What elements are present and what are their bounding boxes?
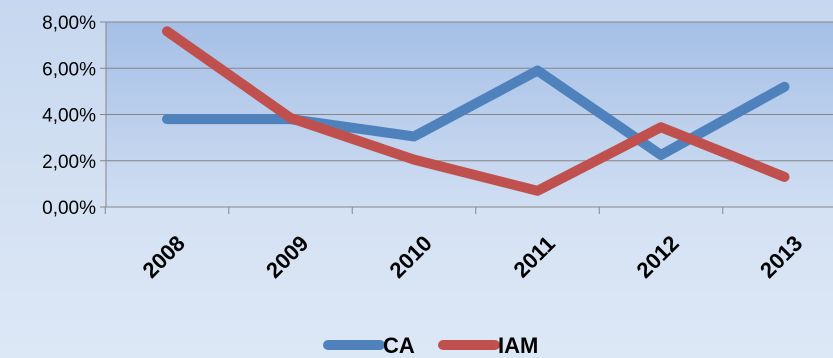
x-tick-label: 2008 bbox=[138, 231, 190, 283]
series-lines bbox=[162, 26, 790, 196]
x-tick-label: 2009 bbox=[261, 231, 313, 283]
series-line-iam bbox=[162, 26, 790, 196]
y-tick-label: 8,00% bbox=[42, 13, 96, 34]
y-tick-label: 6,00% bbox=[42, 59, 96, 80]
axes bbox=[104, 22, 724, 214]
legend-label-iam: IAM bbox=[498, 333, 538, 358]
x-tick-label: 2012 bbox=[632, 231, 684, 283]
legend-label-ca: CA bbox=[383, 333, 415, 358]
series-line-ca bbox=[162, 65, 790, 160]
legend: CA IAM bbox=[323, 333, 538, 358]
y-tick-label: 0,00% bbox=[42, 198, 96, 219]
x-tick-label: 2011 bbox=[508, 231, 559, 282]
y-tick-label: 4,00% bbox=[42, 106, 96, 127]
y-tick-label: 2,00% bbox=[42, 152, 96, 173]
x-tick-label: 2010 bbox=[385, 231, 437, 283]
x-tick-label: 2013 bbox=[755, 231, 807, 283]
